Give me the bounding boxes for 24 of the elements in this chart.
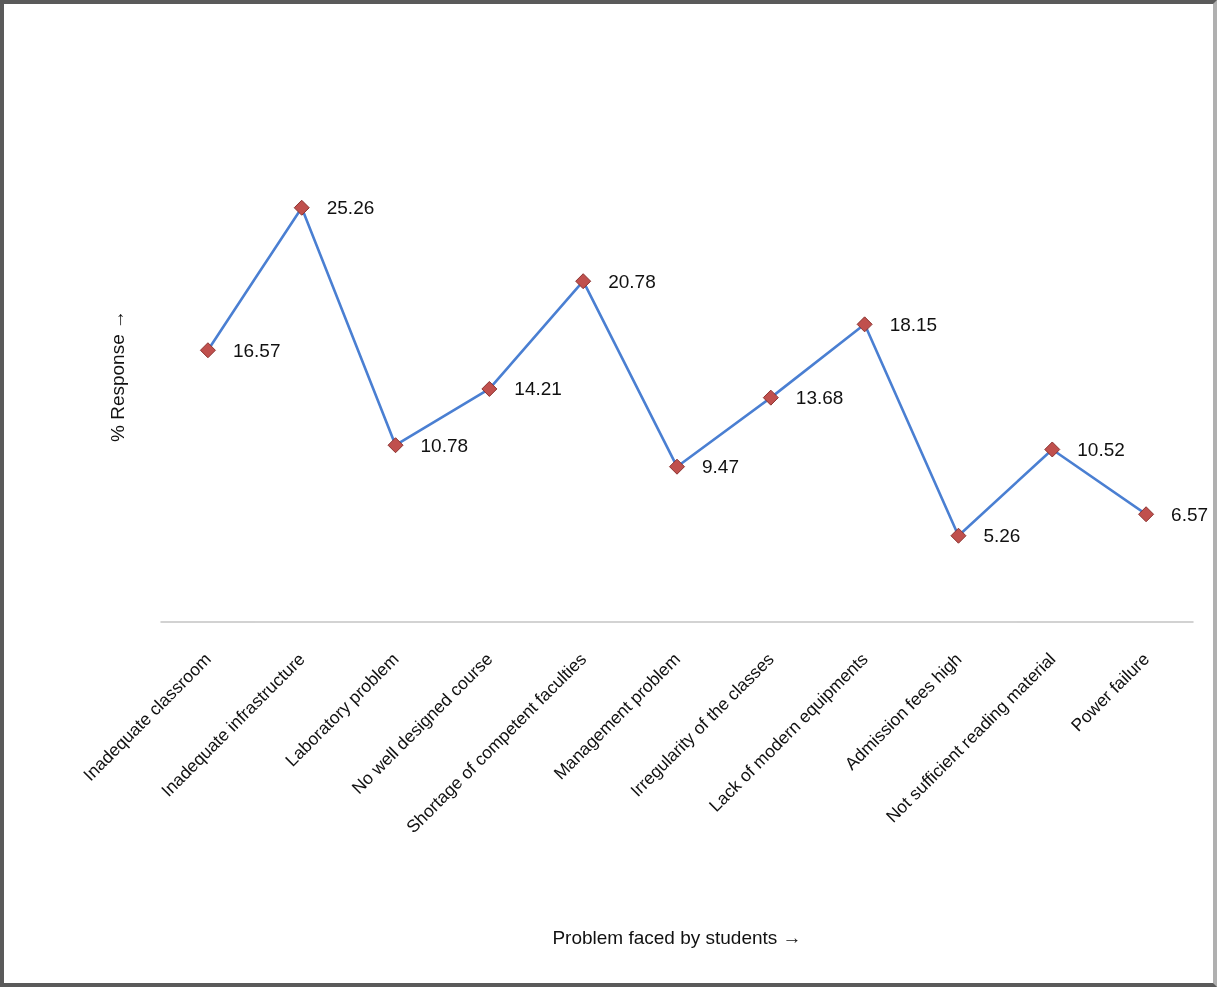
data-label: 16.57 [232, 339, 281, 361]
point [575, 273, 592, 290]
data-label: 18.15 [889, 313, 938, 335]
data-label: 10.52 [1077, 438, 1125, 460]
y-axis-title: % Response → [107, 309, 128, 443]
x-axis-title: Problem faced by students → [552, 927, 802, 948]
point [762, 389, 779, 406]
data-label: 9.47 [702, 456, 739, 478]
point [950, 527, 967, 544]
data-label: 10.78 [420, 434, 469, 456]
point [1044, 441, 1061, 458]
data-label: 14.21 [514, 378, 562, 400]
point [481, 380, 498, 397]
data-label: 25.26 [326, 197, 375, 219]
point [1138, 506, 1155, 523]
data-label: 13.68 [795, 387, 844, 409]
point [856, 316, 873, 333]
point [199, 342, 216, 359]
data-label: 6.57 [1171, 503, 1209, 525]
data-label: 5.26 [983, 525, 1021, 547]
data-label: 20.78 [608, 270, 656, 292]
point [387, 437, 404, 454]
point [669, 458, 685, 475]
point [293, 199, 310, 216]
